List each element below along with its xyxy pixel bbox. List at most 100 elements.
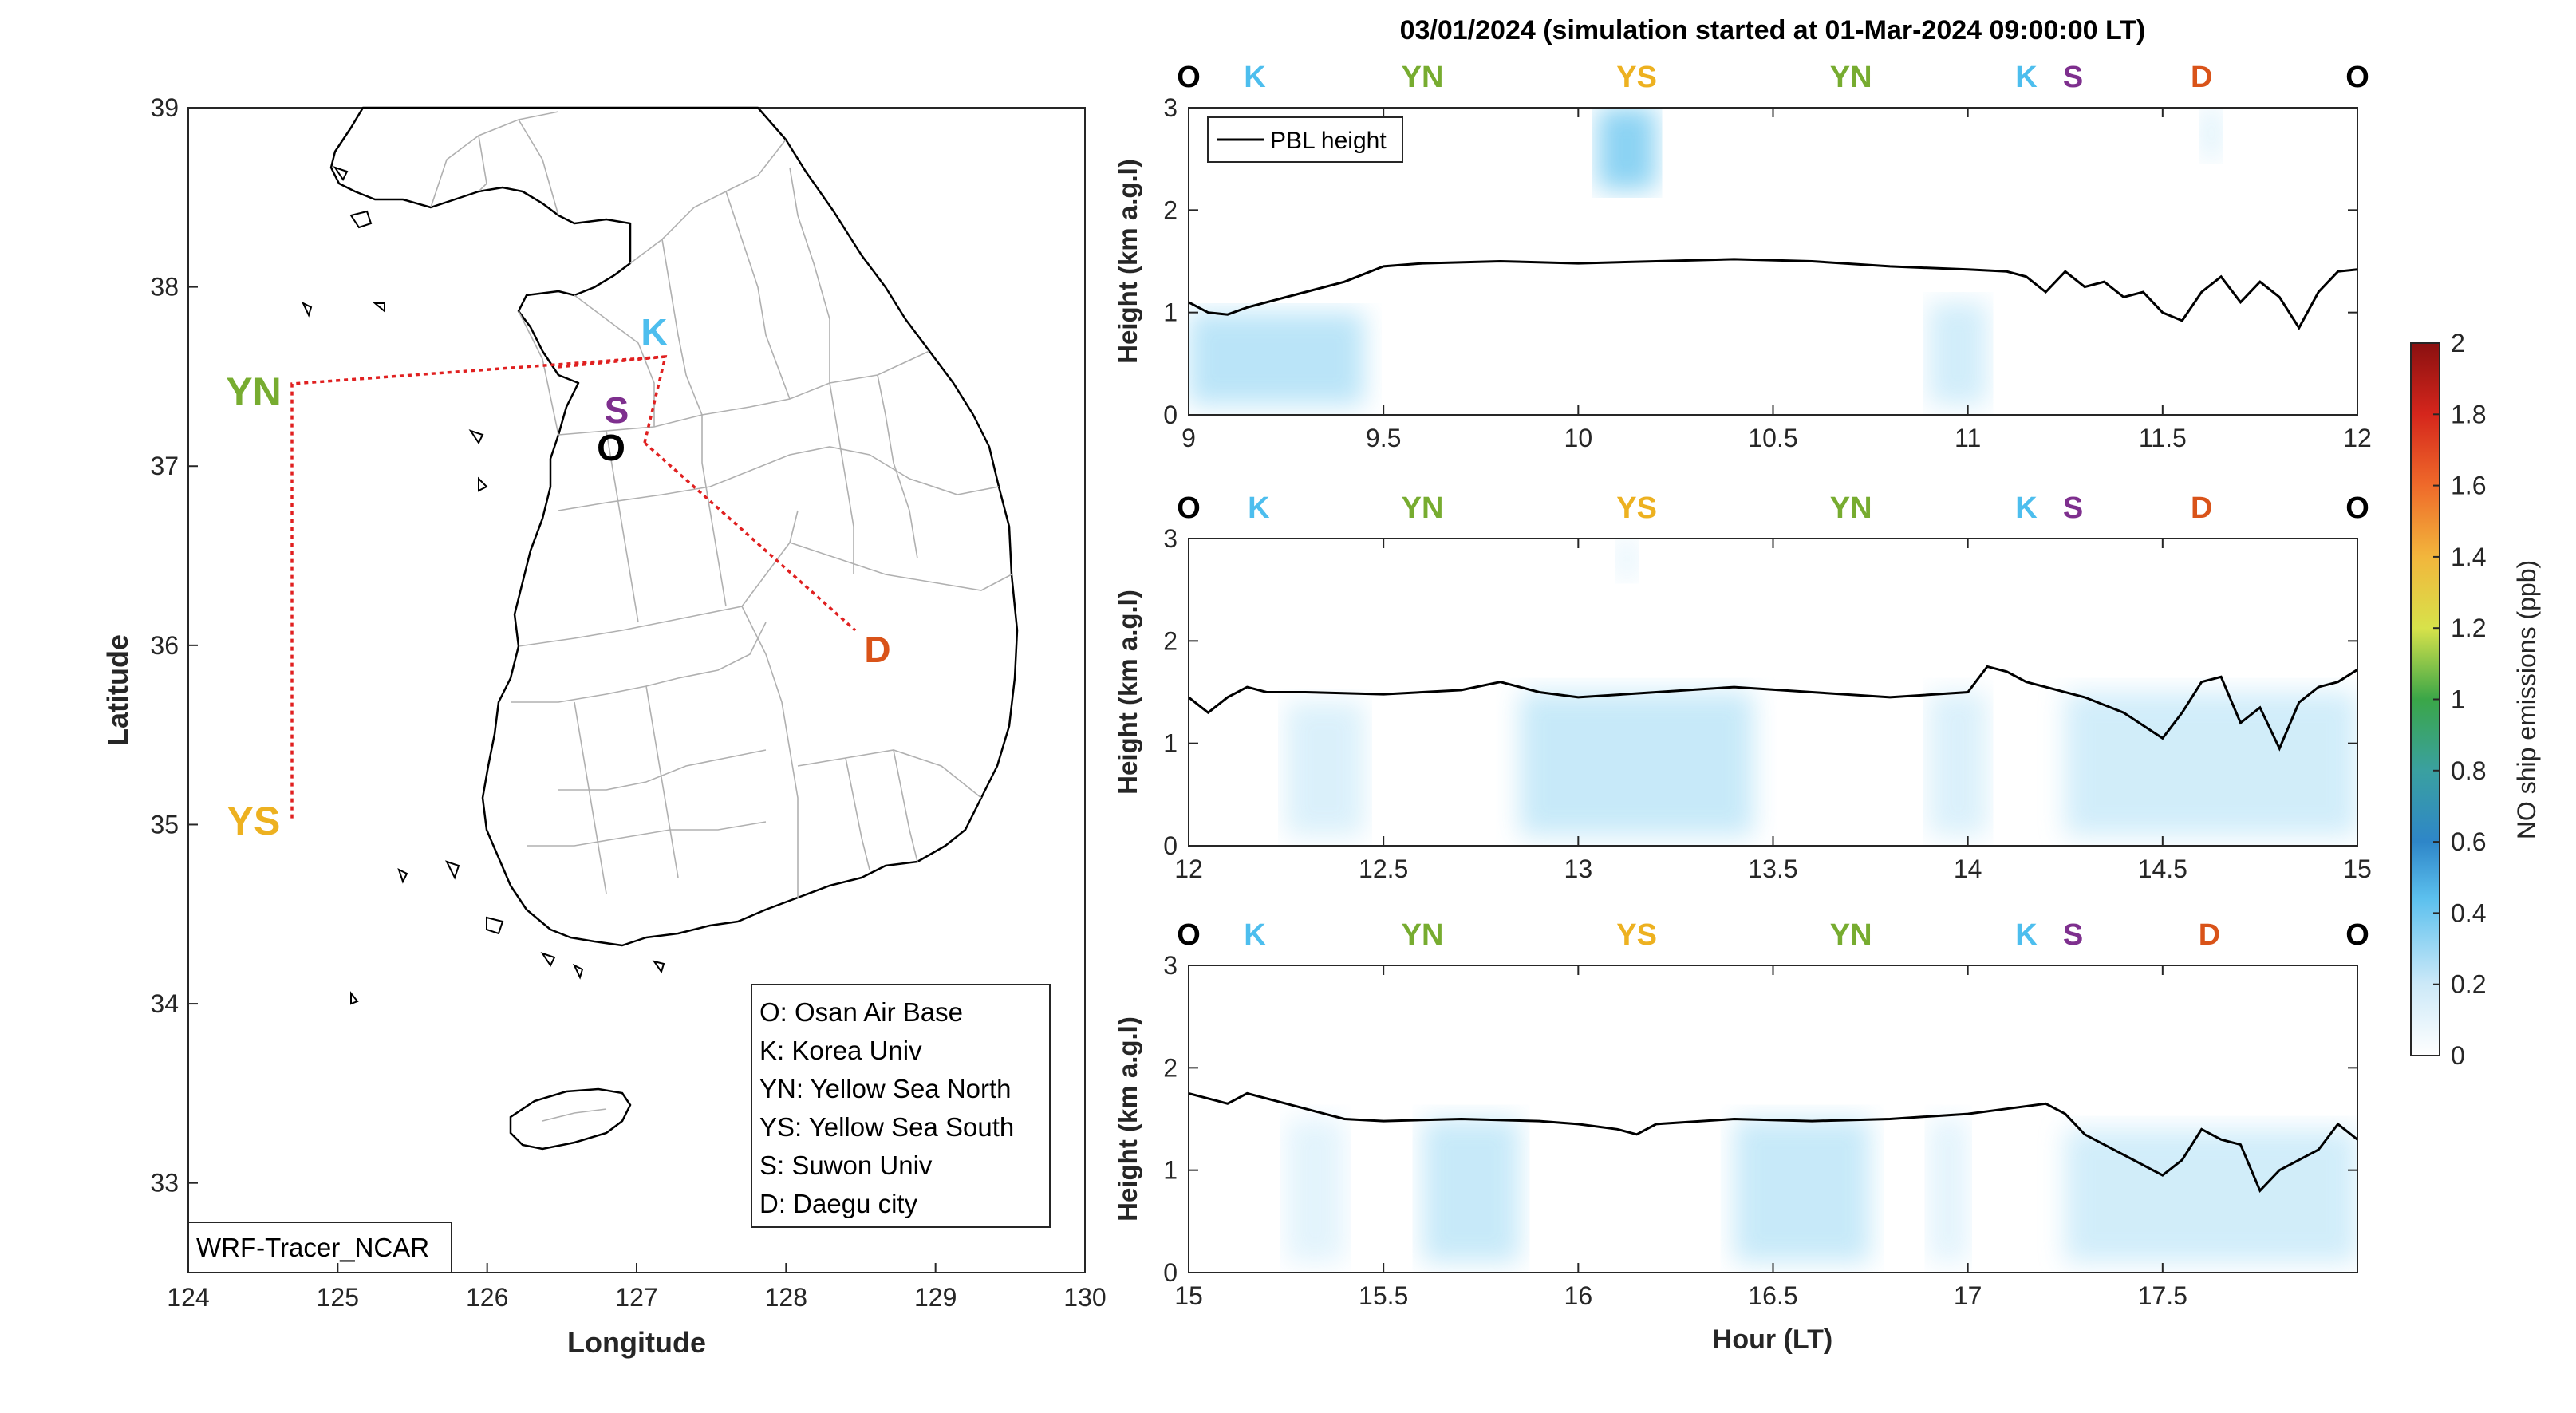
ytick-label: 2 xyxy=(1163,1053,1178,1082)
map-ytick-label: 35 xyxy=(150,810,179,839)
emission-patch xyxy=(2201,108,2222,160)
pbl-legend: PBL height xyxy=(1207,116,1403,163)
site-legend: O: Osan Air Base K: Korea Univ YN: Yello… xyxy=(751,984,1051,1228)
site-marker-yn: YN xyxy=(1830,918,1872,952)
xtick-label: 9.5 xyxy=(1366,424,1401,452)
site-marker-k: K xyxy=(1244,61,1266,94)
ytick-label: 0 xyxy=(1163,401,1178,429)
map-xlabel: Longitude xyxy=(567,1326,706,1359)
map-panel: K S O YN YS D O: Osan Air Base K: Korea … xyxy=(101,93,1107,1359)
colorbar-tick-label: 1.8 xyxy=(2451,400,2486,428)
legend-k: K: Korea Univ xyxy=(759,1036,922,1065)
site-marker-ys: YS xyxy=(1616,918,1657,952)
xtick-label: 11.5 xyxy=(2139,424,2187,452)
site-marker-o: O xyxy=(2345,491,2369,525)
emission-patch xyxy=(1189,312,1364,405)
colorbar: 0 0.2 0.4 0.6 0.8 1 1.2 1.4 1.6 1.8 2 NO ship emis… xyxy=(2410,329,2541,1070)
xtick-label: 12 xyxy=(1174,855,1203,883)
site-marker-d: D xyxy=(2199,918,2220,952)
xtick-label: 12.5 xyxy=(1359,855,1408,883)
site-marker-s: S xyxy=(2063,918,2083,952)
map-xtick-label: 124 xyxy=(167,1283,209,1312)
site-label-k: K xyxy=(641,311,667,353)
ytick-label: 0 xyxy=(1163,831,1178,860)
site-marker-o: O xyxy=(2345,918,2369,952)
site-label-o: O xyxy=(597,427,625,468)
site-marker-d: D xyxy=(2191,61,2212,94)
site-marker-o: O xyxy=(1177,61,1201,94)
colorbar-tick-label: 0.8 xyxy=(2451,756,2486,785)
emission-patch xyxy=(1928,692,1988,836)
ytick-label: 1 xyxy=(1163,729,1178,758)
xtick-label: 15 xyxy=(1174,1281,1203,1310)
map-xtick-label: 128 xyxy=(765,1283,807,1312)
site-marker-k: K xyxy=(2015,918,2038,952)
legend-s: S: Suwon Univ xyxy=(759,1151,933,1180)
map-ylabel: Latitude xyxy=(101,634,134,746)
hour-xlabel: Hour (LT) xyxy=(1713,1324,1832,1355)
panel-ylabel: Height (km a.g.l) xyxy=(1113,159,1142,364)
legend-yn: YN: Yellow Sea North xyxy=(759,1074,1012,1103)
xtick-label: 15.5 xyxy=(1359,1281,1408,1310)
site-marker-k: K xyxy=(2015,491,2038,525)
panel-ylabel: Height (km a.g.l) xyxy=(1113,1016,1142,1222)
site-marker-ys: YS xyxy=(1616,61,1657,94)
ytick-label: 3 xyxy=(1163,524,1178,553)
site-marker-yn: YN xyxy=(1402,61,1444,94)
colorbar-tick-label: 1.4 xyxy=(2451,543,2486,571)
emission-patch xyxy=(2065,692,2357,836)
colorbar-tick-label: 1 xyxy=(2451,685,2465,714)
figure-title: 03/01/2024 (simulation started at 01-Mar… xyxy=(1400,15,2146,45)
colorbar-tick-label: 1.2 xyxy=(2451,614,2486,642)
legend-d: D: Daegu city xyxy=(759,1189,918,1218)
site-marker-s: S xyxy=(2063,61,2083,94)
pbl-height-line xyxy=(1189,665,2357,752)
map-xtick-label: 125 xyxy=(317,1283,359,1312)
ytick-label: 3 xyxy=(1163,951,1178,980)
xtick-label: 10 xyxy=(1564,424,1593,452)
xtick-label: 9 xyxy=(1181,424,1196,452)
emission-field xyxy=(1189,108,2222,405)
xtick-label: 13.5 xyxy=(1748,855,1797,883)
emission-patch xyxy=(1734,1119,1871,1263)
emission-patch xyxy=(1597,108,1656,190)
colorbar-tick-label: 1.6 xyxy=(2451,472,2486,500)
colorbar-tick-label: 0.4 xyxy=(2451,898,2486,927)
flight-route xyxy=(290,355,668,820)
site-label-yn: YN xyxy=(226,369,281,414)
site-marker-o: O xyxy=(1177,491,1201,525)
xtick-label: 16.5 xyxy=(1748,1281,1797,1310)
xtick-label: 10.5 xyxy=(1748,424,1797,452)
legend-ys: YS: Yellow Sea South xyxy=(759,1112,1014,1142)
panel-ylabel: Height (km a.g.l) xyxy=(1113,590,1142,795)
korea-coastline xyxy=(329,106,1019,947)
map-xtick-label: 127 xyxy=(615,1283,657,1312)
site-marker-s: S xyxy=(2063,491,2083,525)
xtick-label: 12 xyxy=(2343,424,2372,452)
emission-patch xyxy=(1286,702,1364,836)
emission-patch xyxy=(1617,539,1637,580)
map-xtick-label: 130 xyxy=(1063,1283,1106,1312)
ytick-label: 2 xyxy=(1163,195,1178,224)
site-marker-d: D xyxy=(2191,491,2212,525)
site-marker-yn: YN xyxy=(1830,491,1872,525)
site-marker-o: O xyxy=(2345,61,2369,94)
site-label-s: S xyxy=(605,389,629,431)
flight-route-to-daegu xyxy=(643,441,857,632)
site-marker-yn: YN xyxy=(1830,61,1872,94)
site-marker-o: O xyxy=(1177,918,1201,952)
emission-patch xyxy=(1286,1119,1345,1263)
ytick-label: 2 xyxy=(1163,626,1178,655)
emission-patch xyxy=(2065,1129,2357,1263)
xtick-label: 15 xyxy=(2343,855,2372,883)
site-label-d: D xyxy=(864,629,890,670)
model-label: WRF-Tracer_NCAR xyxy=(196,1233,429,1262)
map-ytick-label: 34 xyxy=(150,989,179,1018)
xtick-label: 17.5 xyxy=(2138,1281,2187,1310)
emission-patch xyxy=(1928,1119,1968,1263)
jeju-island xyxy=(509,1087,632,1151)
pbl-height-line xyxy=(1189,1091,2357,1193)
